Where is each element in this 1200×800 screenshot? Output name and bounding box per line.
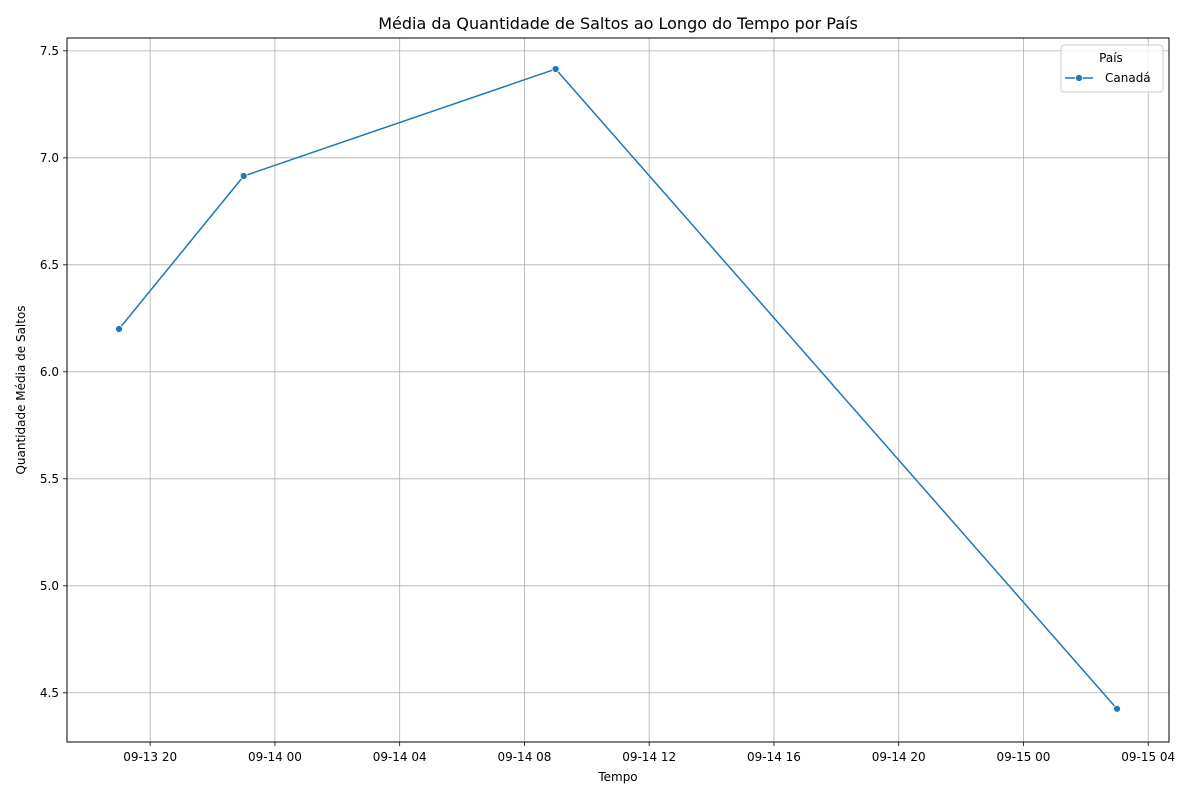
series-layer [115,65,1121,713]
x-tick-label: 09-14 00 [248,750,302,764]
x-tick-label: 09-14 12 [622,750,676,764]
x-tick-label: 09-14 08 [497,750,551,764]
grid [67,38,1169,742]
legend-label: Canadá [1105,71,1151,85]
x-axis-label: Tempo [597,770,637,784]
y-tick-label: 6.0 [40,365,59,379]
chart-title: Média da Quantidade de Saltos ao Longo d… [378,14,858,33]
data-point [551,65,560,73]
data-point [239,172,248,180]
legend-marker [1075,74,1083,82]
x-tick-label: 09-13 20 [123,750,177,764]
x-tick-label: 09-14 16 [747,750,801,764]
series-line [118,68,1118,710]
legend-box [1060,44,1164,93]
data-point [1113,704,1121,713]
y-tick-label: 5.0 [40,579,59,593]
ticks: 09-13 20 09-14 00 09-14 04 09-14 08 09-14 12… [40,44,1175,764]
y-tick-label: 4.5 [40,686,59,700]
legend-title: País [1099,51,1123,65]
y-tick-label: 6.5 [40,258,59,272]
y-tick-label: 5.5 [40,472,59,486]
x-tick-label: 09-15 00 [996,750,1050,764]
y-axis-label: Quantidade Média de Saltos [14,305,28,474]
plot-frame [66,37,1170,743]
y-tick-label: 7.0 [40,151,59,165]
data-point [115,325,123,333]
x-tick-label: 09-15 04 [1121,750,1175,764]
x-tick-label: 09-14 20 [872,750,926,764]
x-tick-label: 09-14 04 [373,750,427,764]
legend: País Canadá [1060,44,1164,93]
y-tick-label: 7.5 [40,44,59,58]
